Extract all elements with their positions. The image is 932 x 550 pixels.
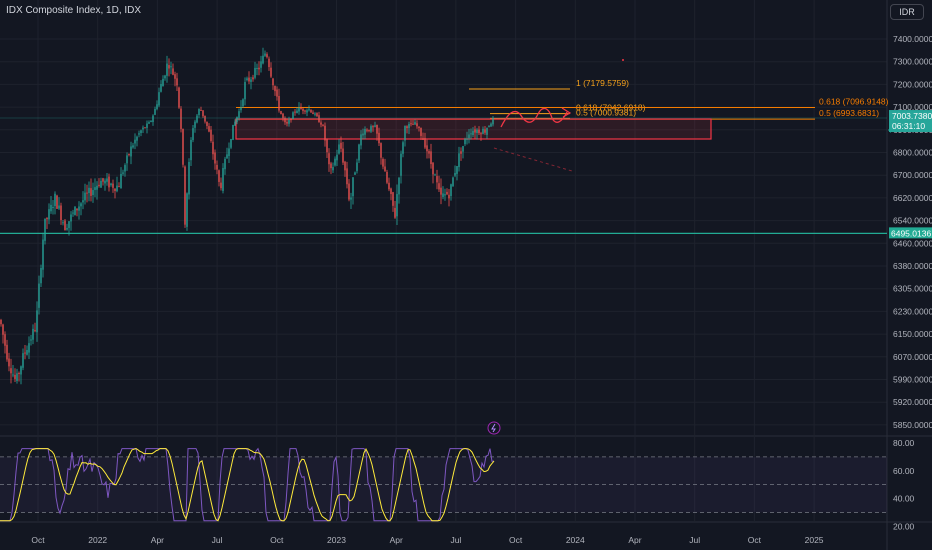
time-tick-label: 2024 — [566, 535, 585, 545]
bar-countdown: 06:31:10 — [892, 121, 925, 131]
time-tick-label: Apr — [390, 535, 403, 545]
time-tick-label: Oct — [748, 535, 762, 545]
price-tick-label: 6800.0000 — [893, 148, 932, 158]
price-tick-label: 6620.0000 — [893, 193, 932, 203]
price-tick-label: 5990.0000 — [893, 375, 932, 385]
wave-drawing[interactable] — [500, 107, 568, 128]
time-tick-label: Oct — [509, 535, 523, 545]
time-tick-label: Oct — [270, 535, 284, 545]
time-tick-label: Apr — [151, 535, 164, 545]
price-tick-label: 6230.0000 — [893, 306, 932, 316]
currency-button[interactable]: IDR — [890, 4, 924, 20]
time-tick-label: Oct — [31, 535, 45, 545]
resistance-zone[interactable] — [235, 118, 712, 140]
price-tick-label: 5850.0000 — [893, 420, 932, 430]
marker-dot — [622, 59, 624, 61]
price-tick-label: 6305.0000 — [893, 284, 932, 294]
price-tick-label: 6150.0000 — [893, 329, 932, 339]
price-tick-label: 7400.0000 — [893, 34, 932, 44]
lightning-icon[interactable] — [487, 421, 501, 435]
price-tick-label: 7100.0000 — [893, 102, 932, 112]
rsi-ma-line — [0, 448, 495, 522]
fib-level-label: 0.5 (6993.6831) — [819, 108, 879, 118]
fib-level-label: 0.5 (7000.9381) — [576, 107, 636, 117]
arrow-head — [561, 107, 572, 118]
projection-line[interactable] — [493, 147, 573, 172]
chart-title: IDX Composite Index, 1D, IDX — [6, 5, 142, 16]
candlestick-series — [0, 47, 494, 385]
current-price-value: 7003.7380 — [892, 111, 932, 121]
rsi-tick-label: 80.00 — [893, 438, 915, 448]
fib-level-label: 0.618 (7096.9148) — [819, 96, 889, 106]
fib-level-label: 1 (7179.5759) — [576, 78, 629, 88]
time-tick-label: 2023 — [327, 535, 346, 545]
price-tick-label: 7200.0000 — [893, 79, 932, 89]
time-tick-label: Apr — [628, 535, 641, 545]
support-price-tag — [889, 227, 932, 239]
time-tick-label: Jul — [450, 535, 461, 545]
price-tick-label: 5920.0000 — [893, 397, 932, 407]
rsi-tick-label: 20.00 — [893, 521, 915, 531]
price-tick-label: 6380.0000 — [893, 261, 932, 271]
rsi-line — [0, 447, 495, 522]
price-tick-label: 7300.0000 — [893, 57, 932, 67]
time-tick-label: Jul — [212, 535, 223, 545]
price-tick-label: 6460.0000 — [893, 238, 932, 248]
price-tick-label: 6540.0000 — [893, 216, 932, 226]
current-price-tag — [889, 110, 932, 133]
time-tick-label: 2025 — [805, 535, 824, 545]
rsi-tick-label: 60.00 — [893, 466, 915, 476]
support-price-value: 6495.0136 — [891, 228, 931, 238]
price-tick-label: 6070.0000 — [893, 352, 932, 362]
price-tick-label: 6700.0000 — [893, 170, 932, 180]
rsi-tick-label: 40.00 — [893, 494, 915, 504]
time-tick-label: 2022 — [88, 535, 107, 545]
time-tick-label: Jul — [689, 535, 700, 545]
